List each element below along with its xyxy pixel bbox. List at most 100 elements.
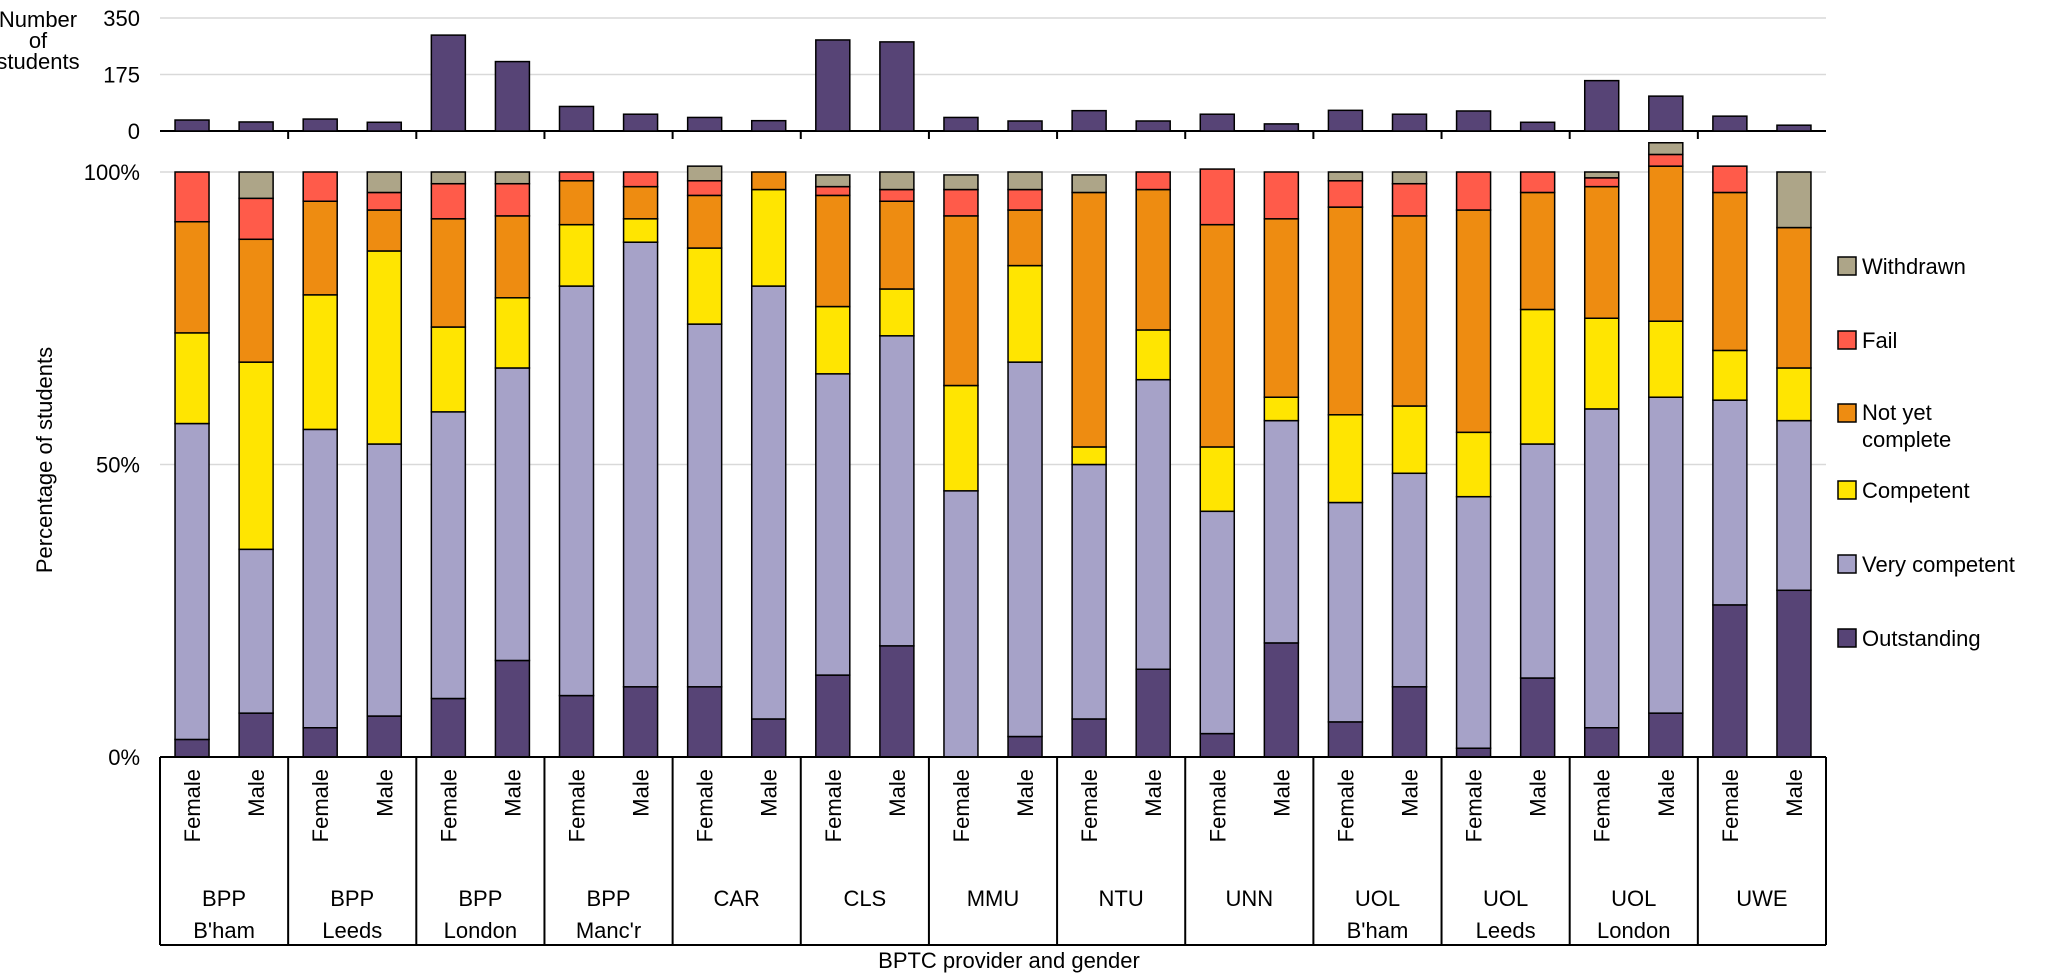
count-bar — [750, 119, 787, 132]
provider-label: CLS — [843, 886, 886, 911]
stacked-bar-segment — [1199, 732, 1236, 758]
stacked-bar-segment — [1135, 171, 1171, 191]
stacked-bar-segment — [1007, 264, 1043, 363]
provider-label: B'ham — [193, 918, 255, 943]
provider-label: London — [1597, 918, 1670, 943]
gender-label: Female — [949, 769, 974, 842]
stacked-bar-segment — [174, 171, 210, 223]
stacked-bar-segment — [1648, 142, 1684, 156]
gender-label: Male — [1398, 769, 1423, 817]
stacked-bar-segment — [1455, 209, 1492, 434]
gender-label: Male — [1526, 769, 1551, 817]
stacked-bar-segment — [494, 182, 531, 217]
stacked-bar-segment — [238, 548, 274, 714]
stacked-bar-segment — [622, 241, 659, 688]
stacked-bar-segment — [1776, 171, 1812, 229]
count-bar — [366, 121, 403, 132]
stacked-bar-segment — [1327, 721, 1364, 758]
percentage-tick-label: 50% — [96, 453, 140, 478]
provider-label: UOL — [1483, 886, 1528, 911]
stacked-bar-segment — [1135, 188, 1171, 331]
legend-label: Outstanding — [1862, 626, 1981, 651]
count-bar — [1519, 121, 1556, 132]
stacked-bar-segment — [238, 171, 274, 200]
stacked-bar-segment — [494, 297, 531, 369]
provider-label: BPP — [587, 886, 631, 911]
stacked-bar-segment — [1007, 361, 1043, 738]
provider-label: BPP — [458, 886, 502, 911]
stacked-bar-segment — [494, 215, 531, 299]
stacked-bar-segment — [430, 697, 467, 758]
stacked-bar-segment — [1135, 668, 1171, 758]
provider-label: UWE — [1736, 886, 1787, 911]
gender-label: Female — [821, 769, 846, 842]
stacked-bar-segment — [302, 171, 338, 202]
stacked-bar-segment — [1648, 396, 1684, 714]
gender-label: Female — [1462, 769, 1487, 842]
legend-swatch — [1837, 256, 1857, 276]
stacked-bar-segment — [430, 218, 467, 328]
count-panel: 0 175 350 Number of students — [0, 6, 1826, 144]
legend-swatch — [1837, 403, 1857, 423]
stacked-bar-segment — [1327, 206, 1364, 416]
count-bar — [1583, 79, 1620, 132]
stacked-bar-segment — [1263, 218, 1300, 398]
stacked-bar-segment — [1327, 180, 1364, 208]
stacked-bar-segment — [494, 367, 531, 662]
stacked-bar-segment — [1648, 712, 1684, 758]
stacked-bar-segment — [558, 180, 595, 226]
stacked-bar-segment — [815, 305, 851, 375]
stacked-bar-segment — [1263, 419, 1300, 644]
stacked-bar-segment — [815, 194, 851, 308]
count-bar — [302, 118, 338, 132]
stacked-bar-segment — [943, 215, 979, 387]
count-bar — [1135, 120, 1171, 132]
stacked-bar-segment — [174, 332, 210, 425]
stacked-bar-segment — [1071, 463, 1107, 720]
provider-label: B'ham — [1347, 918, 1409, 943]
stacked-bar-segment — [1199, 223, 1236, 448]
percentage-y-axis-label: Percentage of students — [32, 347, 57, 573]
provider-label: UNN — [1225, 886, 1273, 911]
gender-label: Female — [1590, 769, 1615, 842]
gender-label: Male — [1654, 769, 1679, 817]
stacked-bar-segment — [1263, 642, 1300, 758]
percentage-tick-label: 100% — [84, 160, 140, 185]
count-bar — [1071, 109, 1107, 132]
gender-label: Male — [1269, 769, 1294, 817]
stacked-bar-segment — [943, 174, 979, 191]
stacked-bar-segment — [1327, 501, 1364, 723]
stacked-bar-segment — [686, 323, 723, 688]
count-bar — [1776, 124, 1812, 132]
gender-label: Female — [1205, 769, 1230, 842]
stacked-bar-segment — [1712, 349, 1748, 401]
legend-label: Competent — [1862, 478, 1970, 503]
stacked-bar-segment — [430, 326, 467, 413]
stacked-bar-segment — [815, 373, 851, 676]
stacked-bar-segment — [558, 223, 595, 287]
stacked-bar-segment — [879, 200, 915, 290]
stacked-bar-segment — [622, 171, 659, 188]
gender-label: Male — [1782, 769, 1807, 817]
stacked-bar-segment — [622, 686, 659, 758]
stacked-bar-segment — [1391, 472, 1428, 688]
stacked-bar-segment — [750, 718, 787, 758]
stacked-bar-segment — [302, 428, 338, 729]
stacked-bar-segment — [302, 200, 338, 296]
stacked-bar-segment — [366, 715, 403, 758]
percentage-tick-labels: 0% 50% 100% — [84, 160, 140, 770]
stacked-bar-segment — [1007, 209, 1043, 267]
gender-label: Male — [757, 769, 782, 817]
stacked-bar-segment — [366, 191, 403, 211]
stacked-bar-segment — [430, 171, 467, 185]
stacked-bar-segment — [1263, 396, 1300, 422]
stacked-bar-segment — [1712, 191, 1748, 352]
stacked-bar-segment — [302, 294, 338, 431]
legend-label: Very competent — [1862, 552, 2015, 577]
stacked-bars — [174, 142, 1812, 758]
stacked-bar-segment — [1776, 419, 1812, 592]
count-bar — [1263, 123, 1300, 132]
stacked-bar-segment — [1007, 188, 1043, 211]
stacked-bar-segment — [1007, 735, 1043, 758]
count-y-axis-label-line-3: students — [0, 49, 80, 74]
